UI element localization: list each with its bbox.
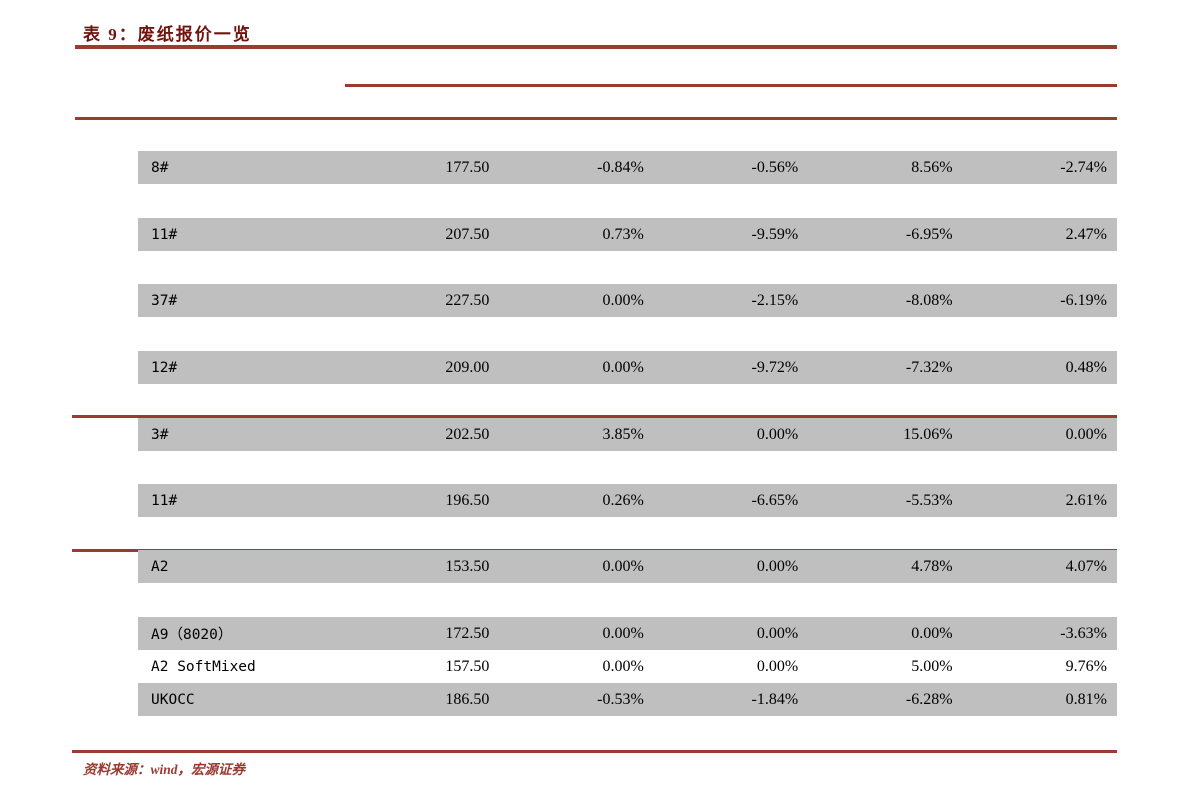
price-cell: 186.50 [445,690,490,708]
table-row: 37# 227.50 0.00% -2.15% -8.08% -6.19% [138,284,1117,317]
row-label: 3# [151,426,169,443]
table-row: A2 153.50 0.00% 0.00% 4.78% 4.07% [138,550,1117,583]
change-cell-1: 0.26% [602,491,644,509]
change-cell-2: -0.56% [751,158,799,176]
price-cell: 157.50 [445,657,490,675]
change-cell-2: -1.84% [751,690,799,708]
price-cell: 196.50 [445,491,490,509]
table-row: 12# 209.00 0.00% -9.72% -7.32% 0.48% [138,351,1117,384]
header-bottom-rule [75,117,1117,120]
table-title: 表 9：废纸报价一览 [83,25,252,44]
change-cell-3: 8.56% [911,158,953,176]
price-cell: 172.50 [445,624,490,642]
change-cell-2: 0.00% [756,624,799,642]
change-cell-4: 0.81% [1065,690,1107,708]
change-cell-3: -5.53% [905,491,953,509]
change-cell-1: 3.85% [602,425,644,443]
row-label: 11# [151,226,178,243]
row-label: 37# [151,292,178,309]
row-label: UKOCC [151,691,195,708]
price-cell: 207.50 [445,225,490,243]
table-row: A9（8020） 172.50 0.00% 0.00% 0.00% -3.63% [138,617,1117,650]
row-label: 8# [151,159,169,176]
change-cell-2: -9.59% [751,225,799,243]
change-cell-2: -9.72% [751,358,799,376]
change-cell-3: 4.78% [911,557,953,575]
price-cell: 153.50 [445,557,490,575]
title-underline-rule [75,45,1117,49]
change-cell-4: 9.76% [1065,657,1107,675]
row-label: A9（8020） [151,627,233,643]
change-cell-1: 0.00% [602,358,644,376]
table-row: 3# 202.50 3.85% 0.00% 15.06% 0.00% [138,418,1117,451]
price-cell: 227.50 [445,291,490,309]
change-cell-4: -2.74% [1060,158,1107,176]
table-row: A2 SoftMixed 157.50 0.00% 0.00% 5.00% 9.… [138,650,1117,683]
change-cell-3: -6.95% [905,225,953,243]
row-label: 12# [151,359,178,376]
change-cell-4: -3.63% [1060,624,1107,642]
change-cell-4: 0.00% [1065,425,1107,443]
change-cell-3: 5.00% [911,657,953,675]
price-cell: 177.50 [445,158,490,176]
table-row: 11# 196.50 0.26% -6.65% -5.53% 2.61% [138,484,1117,517]
change-cell-3: 0.00% [911,624,953,642]
change-cell-1: -0.53% [597,690,644,708]
footer-rule [72,750,1117,753]
change-cell-2: 0.00% [756,657,799,675]
section-divider-rule [72,415,1117,418]
change-cell-2: -6.65% [751,491,799,509]
change-cell-1: 0.00% [602,624,644,642]
change-cell-3: 15.06% [903,425,953,443]
source-note: 资料来源：wind，宏源证券 [83,762,246,777]
row-label: A2 [151,558,169,575]
table-row: UKOCC 186.50 -0.53% -1.84% -6.28% 0.81% [138,683,1117,716]
table-row: 11# 207.50 0.73% -9.59% -6.95% 2.47% [138,218,1117,251]
price-cell: 209.00 [445,358,490,376]
change-cell-1: 0.00% [602,291,644,309]
table-row: 8# 177.50 -0.84% -0.56% 8.56% -2.74% [138,151,1117,184]
change-cell-2: 0.00% [756,557,799,575]
change-cell-1: -0.84% [597,158,644,176]
change-cell-4: 4.07% [1065,557,1107,575]
change-cell-4: 2.47% [1065,225,1107,243]
change-cell-4: 0.48% [1065,358,1107,376]
change-cell-2: 0.00% [756,425,799,443]
change-cell-3: -6.28% [905,690,953,708]
change-cell-3: -8.08% [905,291,953,309]
change-cell-3: -7.32% [905,358,953,376]
change-cell-4: 2.61% [1065,491,1107,509]
change-cell-1: 0.00% [602,557,644,575]
header-partial-rule [345,84,1117,87]
change-cell-1: 0.00% [602,657,644,675]
change-cell-1: 0.73% [602,225,644,243]
change-cell-2: -2.15% [751,291,799,309]
row-label: A2 SoftMixed [151,658,256,675]
price-cell: 202.50 [445,425,490,443]
change-cell-4: -6.19% [1060,291,1107,309]
row-label: 11# [151,492,178,509]
